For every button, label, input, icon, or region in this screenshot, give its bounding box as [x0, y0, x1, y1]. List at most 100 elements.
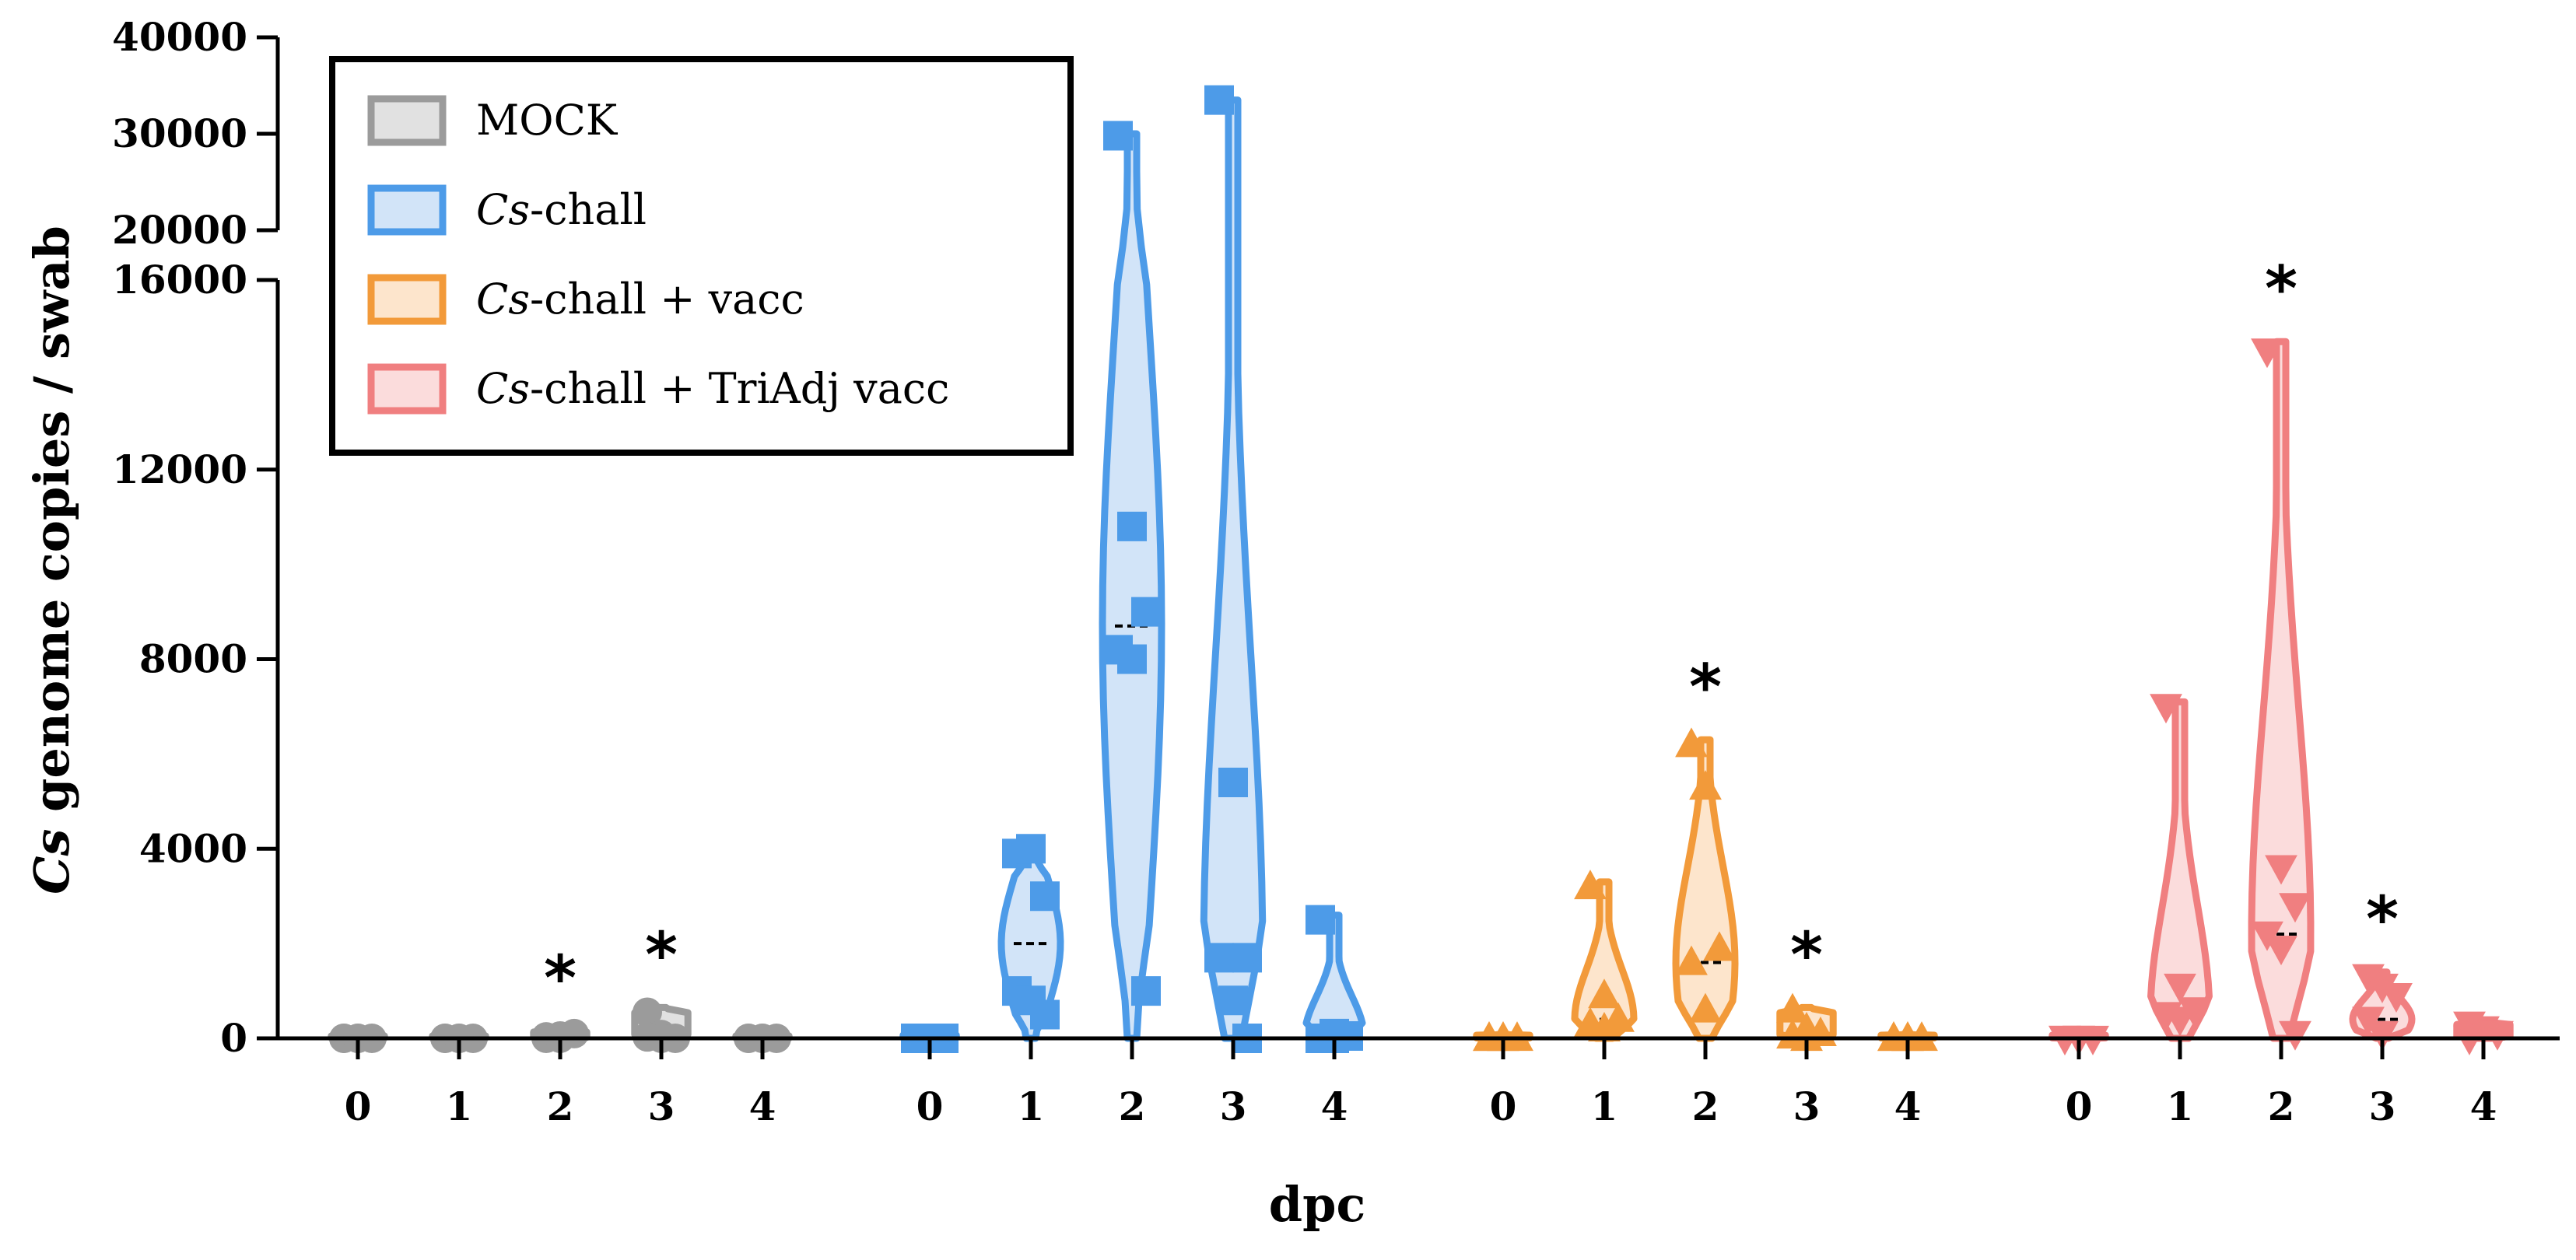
data-point [2380, 983, 2413, 1013]
data-point [2265, 936, 2297, 966]
x-tick-label: 1 [446, 1083, 473, 1129]
legend-label: Cs-chall [476, 185, 647, 234]
data-point [1204, 943, 1234, 973]
data-point [1030, 881, 1060, 912]
legend-swatch [367, 184, 447, 236]
x-tick-label: 0 [916, 1083, 944, 1129]
legend-label-italic: Cs [476, 275, 530, 324]
y-tick-label: 16000 [112, 257, 247, 303]
data-point [2453, 1025, 2486, 1055]
legend-label-rest: -chall + vacc [530, 275, 804, 324]
data-point [1016, 834, 1046, 864]
y-tick-label: 20000 [112, 207, 247, 253]
data-point [1675, 727, 1708, 758]
data-point [2279, 1020, 2311, 1051]
x-axis-title: dpc [1269, 1176, 1365, 1233]
legend-label: Cs-chall + TriAdj vacc [476, 364, 949, 413]
x-tick-label: 2 [547, 1083, 574, 1129]
data-point [2481, 1020, 2514, 1051]
data-point [1117, 511, 1147, 541]
y-tick-label: 40000 [112, 14, 247, 60]
data-point [2366, 1020, 2399, 1051]
legend-box [329, 56, 1074, 456]
legend-label: Cs-chall + vacc [476, 275, 804, 324]
legend-swatch [367, 274, 447, 325]
data-point [1703, 931, 1736, 961]
data-point [1030, 999, 1060, 1030]
data-point [1218, 767, 1248, 797]
legend-label-rest: -chall + TriAdj vacc [530, 364, 949, 413]
x-tick-label: 0 [1490, 1083, 1517, 1129]
data-point [2178, 997, 2210, 1027]
x-tick-label: 2 [1119, 1083, 1146, 1129]
significance-star: * [2265, 253, 2297, 325]
data-point [1131, 597, 1161, 627]
legend-label-rest: MOCK [476, 96, 619, 145]
significance-star: * [645, 919, 678, 991]
x-tick-label: 3 [2369, 1083, 2396, 1129]
significance-layer: * * * * * * [544, 253, 2399, 1014]
data-point [2164, 973, 2196, 1003]
data-point [1790, 1021, 1823, 1052]
x-tick-label: 2 [2268, 1083, 2295, 1129]
significance-star: * [544, 942, 577, 1014]
data-point [1487, 1021, 1519, 1052]
legend-swatch [367, 363, 447, 415]
data-point [1689, 770, 1722, 800]
marker-layer [329, 85, 2514, 1055]
data-point [1776, 992, 1809, 1023]
data-point [2352, 964, 2385, 994]
y-axis-title: Cs genome copies / swab [23, 226, 80, 894]
x-tick-label: 4 [2470, 1083, 2497, 1129]
significance-star: * [1790, 919, 1823, 991]
data-point [1689, 992, 1722, 1023]
x-tick-label: 1 [2167, 1083, 2194, 1129]
data-point [1218, 985, 1248, 1016]
data-point [1306, 905, 1335, 935]
x-tick-label: 2 [1692, 1083, 1719, 1129]
violin [1200, 96, 1267, 1042]
significance-star: * [2366, 884, 2399, 956]
y-axis-title-italic: Cs [23, 829, 80, 894]
x-tick-label: 0 [345, 1083, 372, 1129]
data-point [1131, 976, 1161, 1006]
data-point [2366, 973, 2399, 1003]
data-point [2265, 855, 2297, 885]
y-tick-label: 30000 [112, 110, 247, 156]
data-point [1574, 870, 1607, 900]
legend-swatch [367, 95, 447, 146]
data-point [1588, 978, 1621, 1009]
x-tick-label: 1 [1591, 1083, 1618, 1129]
data-point [1103, 121, 1133, 151]
data-point [1588, 1011, 1621, 1041]
y-tick-label: 12000 [112, 446, 247, 492]
data-point [1232, 943, 1262, 973]
data-point [2150, 694, 2182, 724]
violin [1099, 130, 1165, 1042]
data-point [2164, 1006, 2196, 1037]
x-tick-label: 3 [648, 1083, 675, 1129]
legend-label-rest: -chall [530, 185, 647, 234]
y-tick-label: 0 [220, 1015, 247, 1061]
x-ticks: 0 1 2 3 4 0 1 2 3 4 0 1 2 3 4 0 1 2 3 4 [345, 1038, 2497, 1129]
data-point [1117, 644, 1147, 674]
x-tick-label: 3 [1793, 1083, 1821, 1129]
x-tick-label: 4 [749, 1083, 776, 1129]
data-point [1891, 1021, 1924, 1052]
data-point [1675, 945, 1708, 975]
y-tick-label: 8000 [139, 636, 247, 682]
y-tick-label: 4000 [139, 825, 247, 871]
legend-label: MOCK [476, 96, 619, 145]
x-tick-label: 0 [2066, 1083, 2093, 1129]
x-tick-label: 3 [1220, 1083, 1247, 1129]
data-point [2279, 893, 2311, 923]
x-tick-label: 1 [1018, 1083, 1045, 1129]
x-tick-label: 4 [1321, 1083, 1348, 1129]
data-point [633, 997, 662, 1027]
x-tick-label: 4 [1894, 1083, 1922, 1129]
legend-label-italic: Cs [476, 364, 530, 413]
significance-star: * [1689, 651, 1722, 723]
